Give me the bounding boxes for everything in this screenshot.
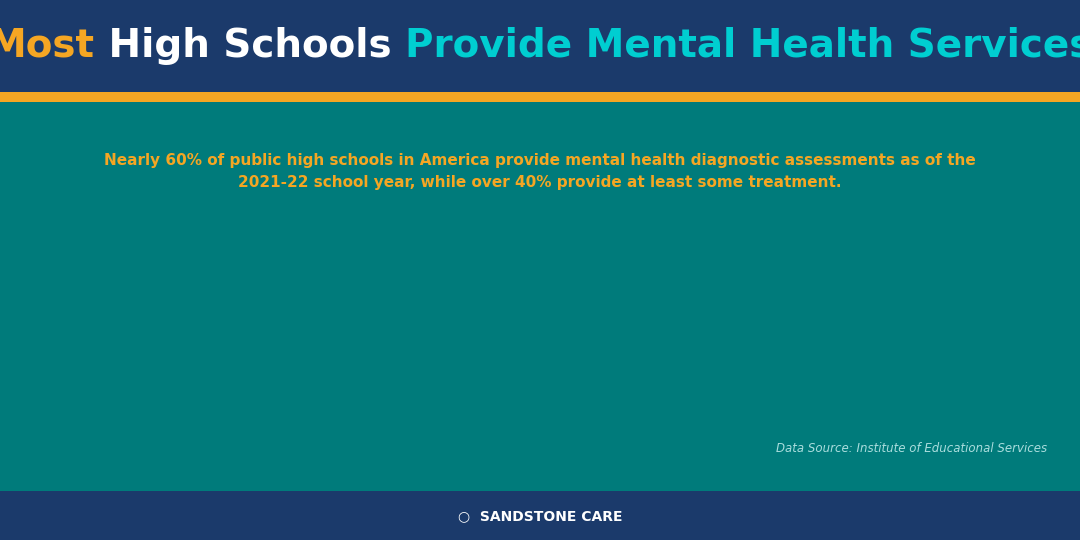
Text: Provide Mental Health Treatment: Provide Mental Health Treatment [562, 191, 863, 205]
Text: At School Only: At School Only [561, 370, 670, 383]
Bar [150, 426, 192, 460]
Text: 7%: 7% [168, 436, 191, 449]
Text: Provide Mental Health Services: Provide Mental Health Services [405, 27, 1080, 65]
Text: 10%: 10% [706, 370, 738, 383]
Text: 34%: 34% [319, 303, 351, 316]
Text: 59% of Public High Schools: 59% of Public High Schools [295, 237, 498, 251]
Text: 28%: 28% [813, 303, 845, 316]
Bar [150, 359, 265, 394]
Bar [150, 293, 354, 327]
Text: Provide Mental Health Assessments: Provide Mental Health Assessments [32, 191, 359, 205]
Text: High Schools: High Schools [95, 27, 405, 65]
Text: 3%: 3% [674, 436, 697, 449]
Text: 19%: 19% [230, 370, 262, 383]
Text: Outside of School Only: Outside of School Only [499, 436, 670, 449]
Text: At School Only: At School Only [31, 370, 140, 383]
Bar [150, 227, 505, 261]
Text: Both At & Outside: Both At & Outside [5, 303, 140, 316]
Bar [679, 227, 926, 261]
Bar [679, 359, 739, 394]
Text: Most: Most [0, 27, 95, 65]
Text: Outside of School Only: Outside of School Only [0, 436, 140, 449]
Text: ○  SANDSTONE CARE: ○ SANDSTONE CARE [458, 509, 622, 523]
Text: 41%: 41% [890, 237, 921, 251]
Text: Data Source: Institute of Educational Services: Data Source: Institute of Educational Se… [777, 442, 1048, 455]
Bar [679, 293, 848, 327]
Text: Overall: Overall [87, 237, 140, 251]
Text: Overall: Overall [617, 237, 670, 251]
Text: Both At & Outside: Both At & Outside [535, 303, 670, 316]
Text: Nearly 60% of public high schools in America provide mental health diagnostic as: Nearly 60% of public high schools in Ame… [104, 153, 976, 190]
Bar [679, 426, 697, 460]
